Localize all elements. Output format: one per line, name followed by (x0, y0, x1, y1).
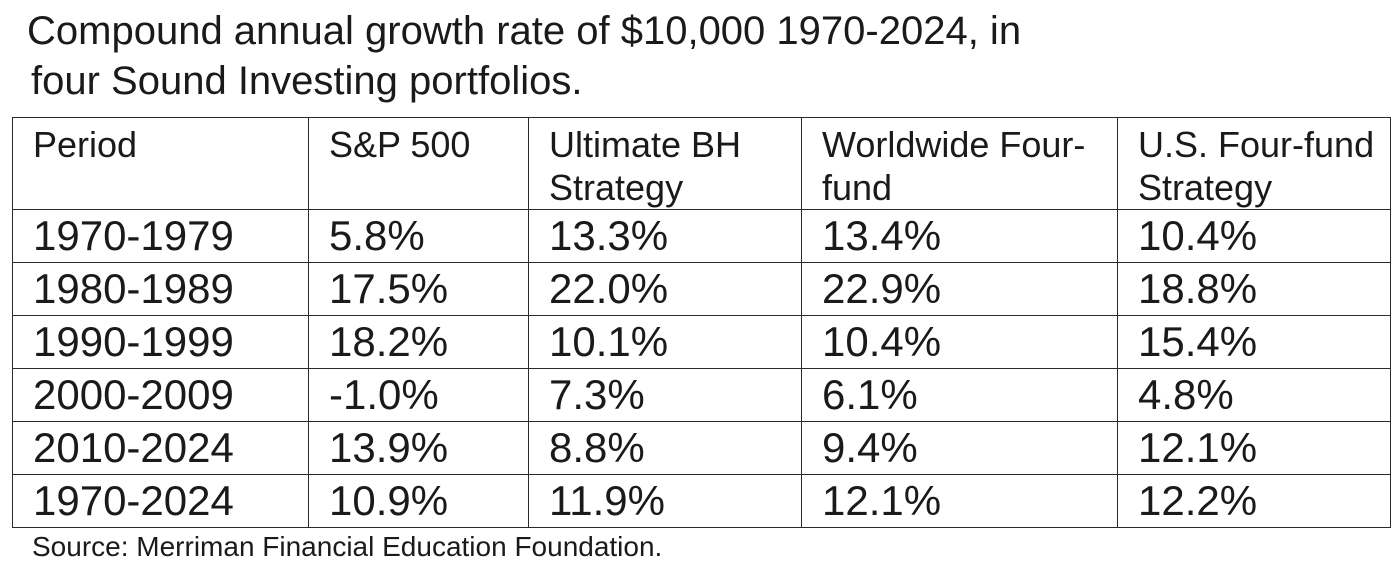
table-cell-sp500: 10.9% (308, 474, 529, 528)
column-header-us-four-fund-strategy: U.S. Four-fund Strategy (1117, 117, 1391, 210)
table-cell-worldwide: 13.4% (801, 209, 1118, 263)
table-cell-ultimate-bh: 11.9% (528, 474, 802, 528)
table-cell-worldwide: 22.9% (801, 262, 1118, 316)
table-cell-worldwide: 6.1% (801, 368, 1118, 422)
table-cell-period: 1990-1999 (12, 315, 309, 369)
column-header-sp500: S&P 500 (308, 117, 529, 210)
table-cell-ultimate-bh: 10.1% (528, 315, 802, 369)
table-cell-period: 1980-1989 (12, 262, 309, 316)
table-cell-ultimate-bh: 13.3% (528, 209, 802, 263)
table-cell-sp500: -1.0% (308, 368, 529, 422)
table-cell-period: 2010-2024 (12, 421, 309, 475)
source-note: Source: Merriman Financial Education Fou… (32, 531, 663, 562)
table-cell-sp500: 18.2% (308, 315, 529, 369)
table-cell-worldwide: 9.4% (801, 421, 1118, 475)
table-cell-period: 2000-2009 (12, 368, 309, 422)
page-title: Compound annual growth rate of $10,000 1… (27, 6, 1227, 106)
table-cell-us-four-fund: 18.8% (1117, 262, 1391, 316)
table-cell-us-four-fund: 12.1% (1117, 421, 1391, 475)
table-cell-us-four-fund: 12.2% (1117, 474, 1391, 528)
table-cell-sp500: 13.9% (308, 421, 529, 475)
table-cell-ultimate-bh: 22.0% (528, 262, 802, 316)
table-cell-sp500: 17.5% (308, 262, 529, 316)
table-header-row: Period S&P 500 Ultimate BH Strategy Worl… (12, 117, 1391, 210)
table-cell-ultimate-bh: 8.8% (528, 421, 802, 475)
table-row: 1970-2024 10.9% 11.9% 12.1% 12.2% (12, 474, 1391, 528)
table-cell-sp500: 5.8% (308, 209, 529, 263)
column-header-period: Period (12, 117, 309, 210)
table-cell-us-four-fund: 15.4% (1117, 315, 1391, 369)
table-cell-period: 1970-2024 (12, 474, 309, 528)
table-row: 1990-1999 18.2% 10.1% 10.4% 15.4% (12, 315, 1391, 369)
growth-rate-table: Period S&P 500 Ultimate BH Strategy Worl… (12, 117, 1391, 528)
title-line-1: Compound annual growth rate of $10,000 1… (27, 9, 1022, 53)
title-line-2: four Sound Investing portfolios. (31, 59, 583, 103)
table-cell-worldwide: 12.1% (801, 474, 1118, 528)
table-cell-us-four-fund: 4.8% (1117, 368, 1391, 422)
table-cell-us-four-fund: 10.4% (1117, 209, 1391, 263)
table-row: 1980-1989 17.5% 22.0% 22.9% 18.8% (12, 262, 1391, 316)
table-row: 2010-2024 13.9% 8.8% 9.4% 12.1% (12, 421, 1391, 475)
table-cell-period: 1970-1979 (12, 209, 309, 263)
column-header-ultimate-bh-strategy: Ultimate BH Strategy (528, 117, 802, 210)
table-cell-ultimate-bh: 7.3% (528, 368, 802, 422)
column-header-worldwide-four-fund: Worldwide Four-fund (801, 117, 1118, 210)
table-row: 1970-1979 5.8% 13.3% 13.4% 10.4% (12, 209, 1391, 263)
table-cell-worldwide: 10.4% (801, 315, 1118, 369)
table-row: 2000-2009 -1.0% 7.3% 6.1% 4.8% (12, 368, 1391, 422)
